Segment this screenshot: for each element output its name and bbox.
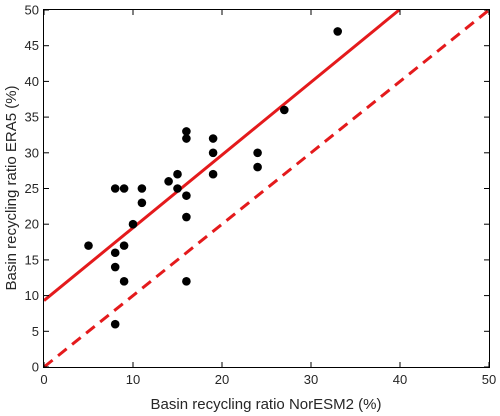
- data-point: [119, 241, 129, 250]
- regression-line: [43, 8, 401, 302]
- data-point: [182, 212, 191, 222]
- data-point: [208, 148, 218, 158]
- data-point: [253, 162, 262, 172]
- data-points: [84, 27, 343, 329]
- y-tick-label: 50: [25, 3, 39, 18]
- y-tick-label: 35: [25, 110, 39, 125]
- data-point: [110, 319, 120, 329]
- data-point: [182, 127, 191, 136]
- x-tick-label: 50: [482, 372, 496, 387]
- data-point: [173, 169, 182, 179]
- y-tick-label: 5: [32, 324, 39, 339]
- y-tick-label: 40: [25, 74, 39, 89]
- data-point: [253, 148, 262, 158]
- one-to-one-line: [43, 8, 490, 369]
- y-axis-ticks: 0 5 10 15 20 25 30 35 40 45 50: [25, 3, 489, 375]
- data-point: [208, 169, 218, 179]
- x-axis-label: Basin recycling ratio NorESM2 (%): [151, 396, 382, 413]
- y-tick-label: 15: [25, 252, 39, 267]
- x-axis-ticks: 0 10 20 30 40 50: [40, 10, 496, 387]
- data-point: [110, 184, 120, 193]
- data-point: [110, 248, 120, 258]
- data-point: [137, 198, 147, 208]
- data-point: [137, 184, 147, 193]
- data-point: [182, 134, 191, 143]
- y-tick-label: 30: [25, 145, 39, 160]
- data-point: [182, 191, 191, 200]
- data-point: [173, 184, 182, 193]
- x-tick-label: 20: [215, 372, 229, 387]
- data-point: [119, 277, 129, 286]
- data-point: [182, 277, 191, 286]
- y-tick-label: 20: [25, 217, 39, 232]
- data-point: [128, 219, 138, 229]
- x-tick-label: 0: [40, 372, 47, 387]
- x-tick-label: 10: [126, 372, 140, 387]
- data-point: [110, 262, 120, 272]
- plot-frame: [43, 9, 490, 368]
- fit-lines: [43, 8, 490, 369]
- y-tick-label: 45: [25, 38, 39, 53]
- y-tick-label: 25: [25, 181, 39, 196]
- data-point: [208, 134, 218, 143]
- data-point: [164, 177, 173, 186]
- x-tick-label: 30: [304, 372, 318, 387]
- y-axis-label: Basin recycling ratio ERA5 (%): [3, 85, 20, 290]
- y-tick-label: 10: [25, 288, 39, 303]
- y-tick-label: 0: [32, 360, 39, 375]
- data-point: [333, 27, 343, 36]
- data-point: [119, 184, 129, 193]
- axes: [43, 9, 490, 368]
- x-tick-label: 40: [393, 372, 407, 387]
- data-point: [84, 241, 93, 250]
- data-point: [280, 105, 289, 115]
